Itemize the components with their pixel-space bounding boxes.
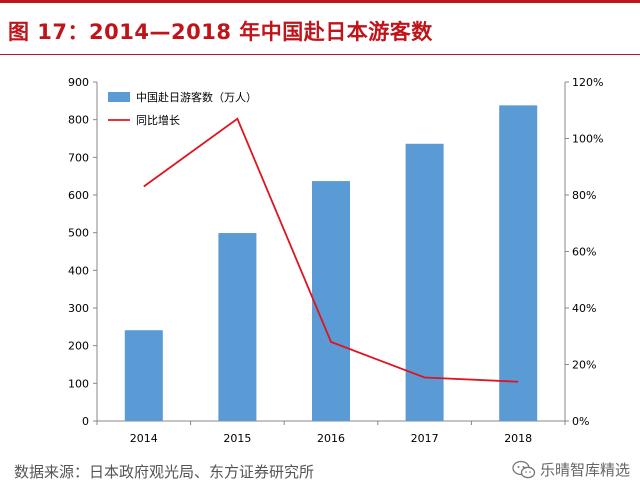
left-tick-label: 400: [68, 264, 89, 277]
right-tick-label: 120%: [572, 76, 603, 89]
watermark-text: 乐晴智库精选: [539, 461, 630, 479]
right-tick-label: 0%: [572, 415, 589, 428]
x-tick-label: 2015: [223, 432, 251, 445]
bar: [312, 181, 350, 421]
bar: [405, 143, 444, 422]
bar: [499, 105, 538, 421]
right-tick-label: 100%: [572, 133, 603, 146]
left-tick-label: 700: [68, 151, 89, 164]
right-tick-label: 60%: [572, 246, 596, 259]
x-tick-label: 2014: [130, 432, 158, 445]
right-tick-label: 20%: [572, 359, 596, 372]
left-tick-label: 500: [68, 227, 89, 240]
left-tick-label: 0: [82, 415, 89, 428]
bar: [124, 330, 163, 421]
legend-bar-swatch: [108, 92, 130, 102]
left-tick-label: 300: [68, 302, 89, 315]
figure-title: 图 17：2014—2018 年中国赴日本游客数: [8, 20, 433, 44]
title-rule: [0, 54, 640, 55]
legend-bar-label: 中国赴日游客数（万人）: [136, 90, 257, 104]
left-tick-label: 900: [68, 76, 89, 89]
x-tick-label: 2016: [317, 432, 345, 445]
left-tick-label: 600: [68, 189, 89, 202]
right-tick-label: 80%: [572, 189, 596, 202]
x-tick-label: 2017: [411, 432, 439, 445]
wechat-icon: [512, 460, 536, 478]
left-tick-label: 100: [68, 377, 89, 390]
right-tick-label: 40%: [572, 302, 596, 315]
source-note: 数据来源：日本政府观光局、东方证券研究所: [14, 463, 315, 481]
chart-area: 0 100 200 300 400 500 600 700 800 900 0% 20% 40% 60% 8…: [68, 76, 603, 445]
x-tick-label: 2018: [504, 432, 532, 445]
legend-line-label: 同比增长: [136, 113, 180, 127]
watermark: 乐晴智库精选: [512, 459, 630, 480]
left-tick-label: 200: [68, 340, 89, 353]
bar: [218, 233, 257, 421]
left-tick-label: 800: [68, 114, 89, 127]
top-accent-line: [0, 0, 640, 3]
